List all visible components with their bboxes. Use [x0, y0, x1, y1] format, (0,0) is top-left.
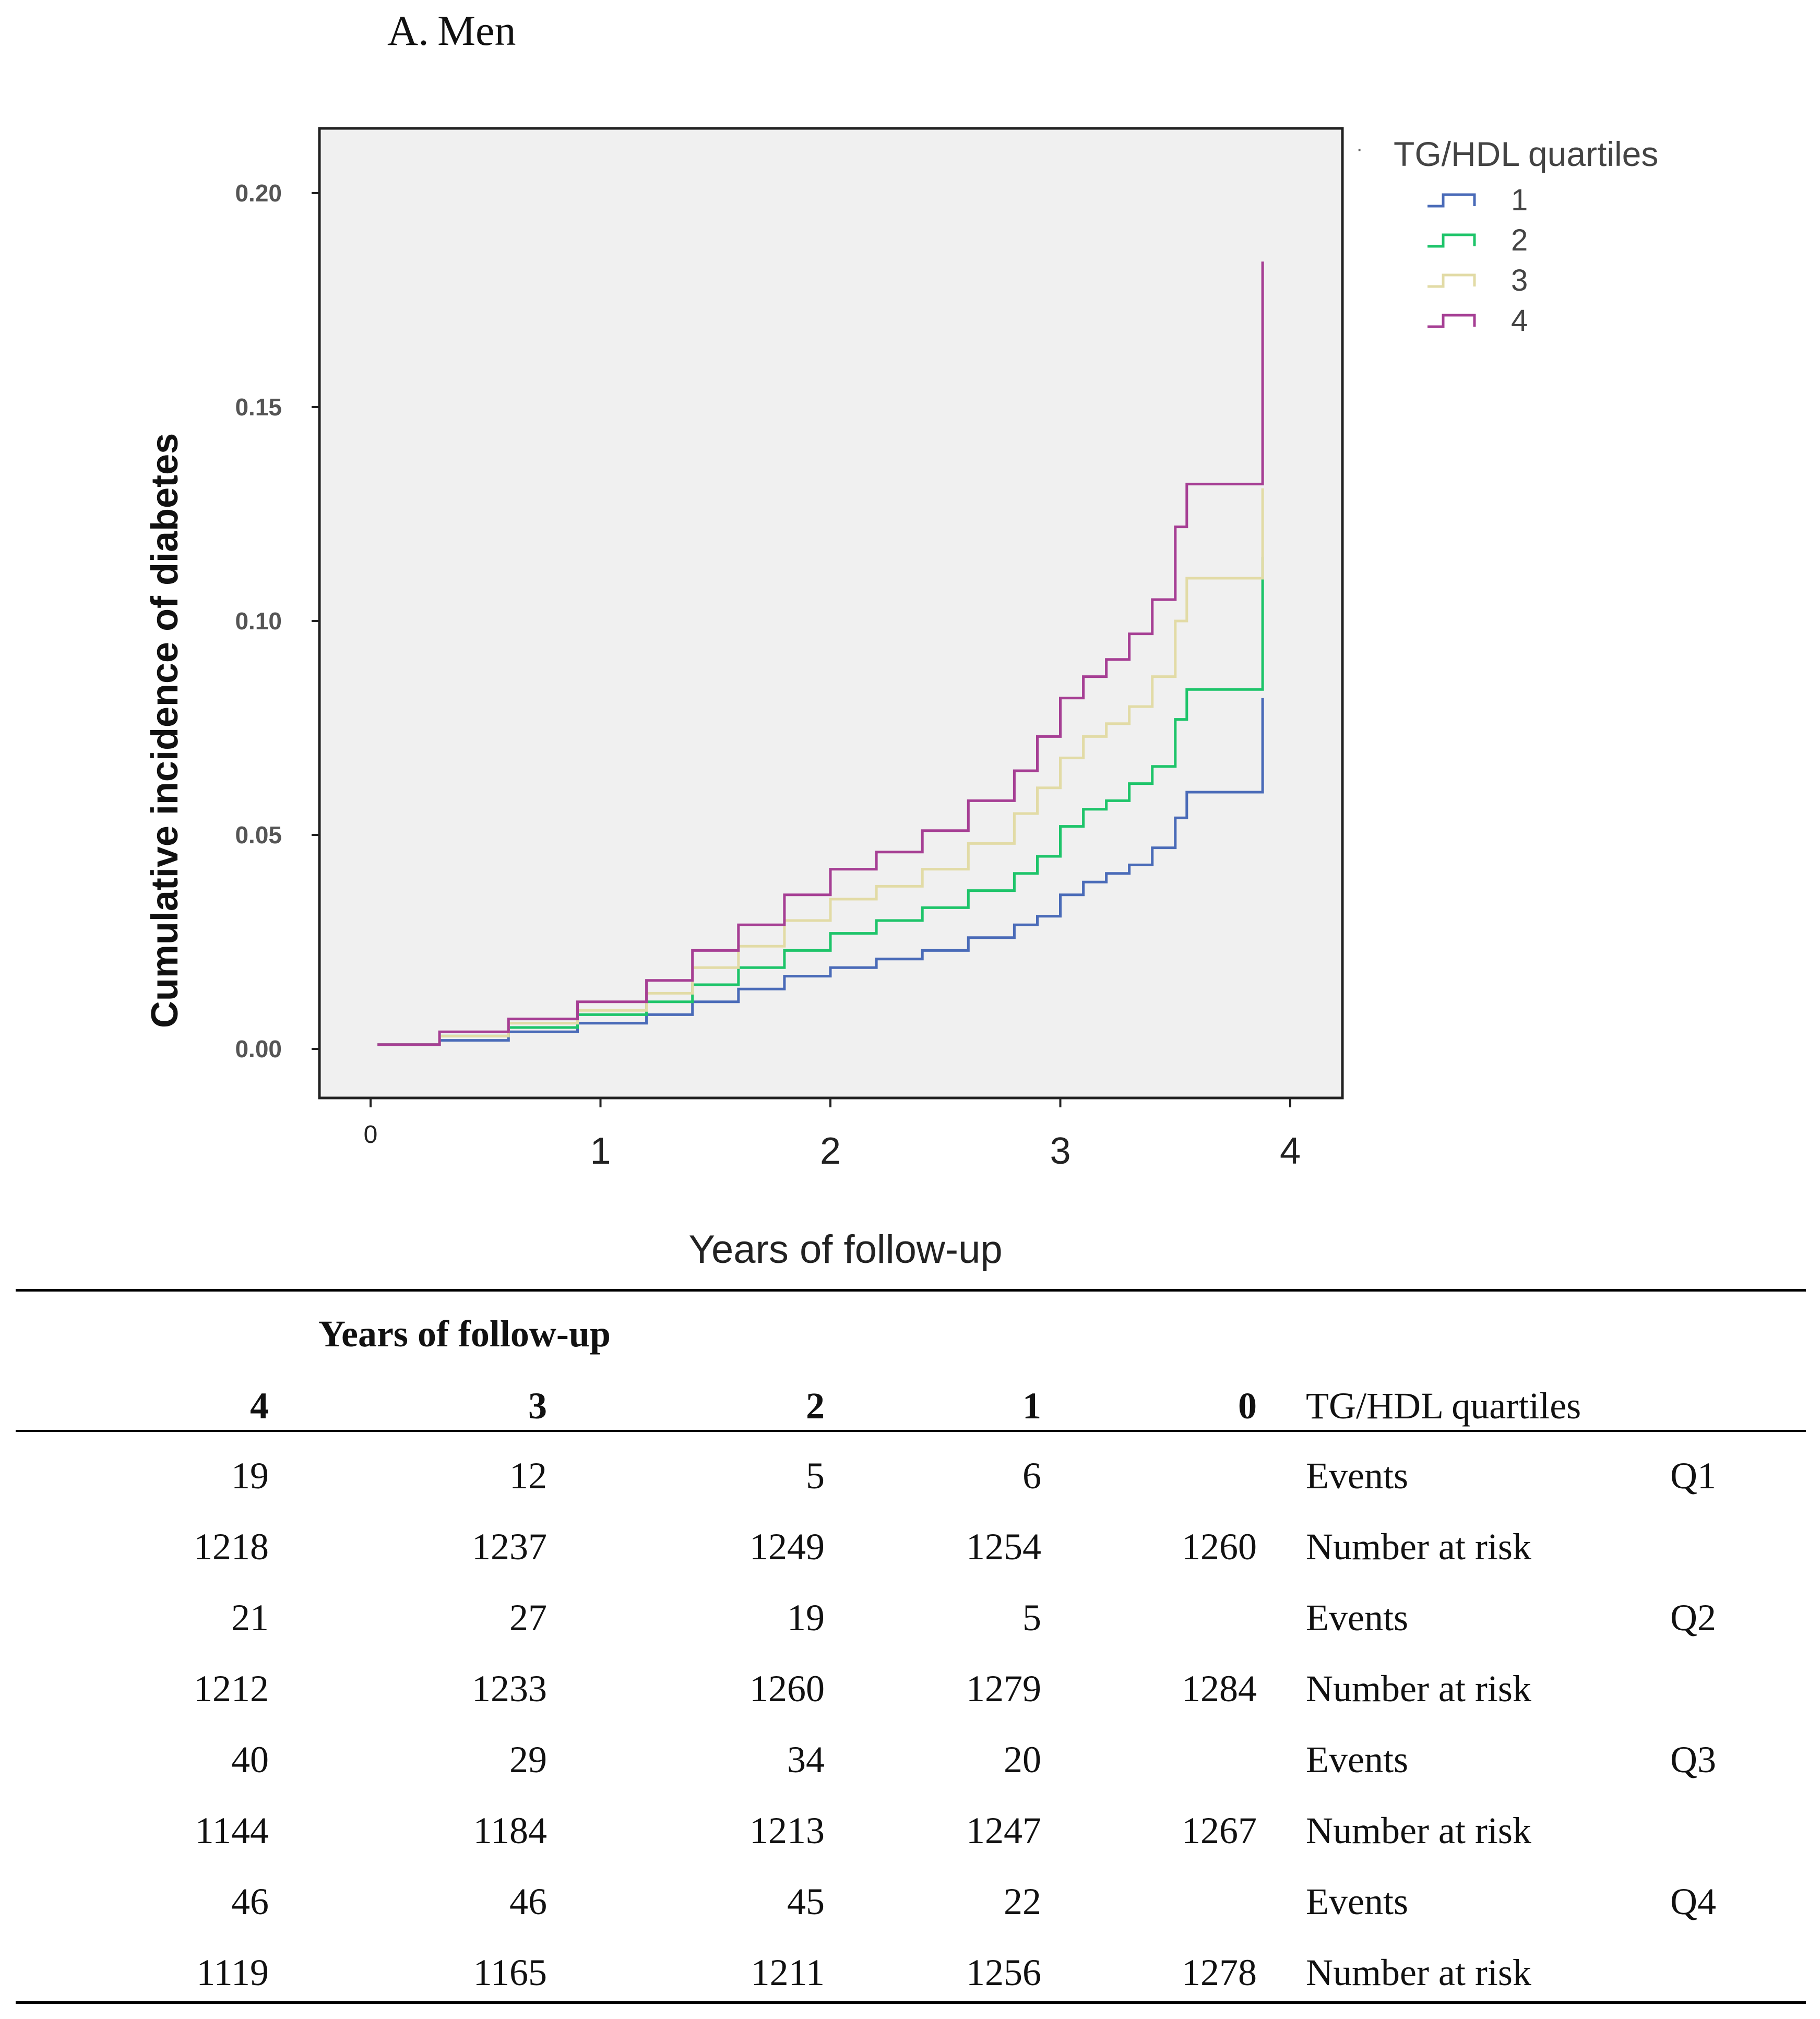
table-header-rule: [16, 1430, 1806, 1432]
legend-label-3: 3: [1511, 264, 1528, 297]
table-cell: 1218: [194, 1526, 269, 1568]
row-group: Q4: [1670, 1881, 1716, 1922]
column-header: 1: [1022, 1385, 1041, 1427]
table-cell: 1211: [751, 1952, 825, 1993]
table-bottom-rule: [16, 2001, 1806, 2004]
y-tick-label: 0.05: [235, 821, 282, 849]
table-cell: 1279: [966, 1668, 1041, 1710]
table-cell: 1119: [196, 1952, 269, 1993]
legend-marker: ·: [1356, 137, 1363, 160]
table-top-rule: [16, 1289, 1806, 1292]
row-label: Number at risk: [1306, 1668, 1531, 1710]
table-cell: 1233: [472, 1668, 547, 1710]
series-lines: [377, 261, 1264, 1046]
risk-table-title: Years of follow-up: [318, 1313, 611, 1355]
table-cell: 1260: [1182, 1526, 1257, 1568]
y-tick-label: 0.00: [235, 1035, 282, 1062]
table-cell: 21: [231, 1597, 269, 1639]
y-axis-label: Cumulative incidence of diabetes: [144, 433, 186, 1028]
table-cell: 1247: [966, 1810, 1041, 1851]
table-cell: 45: [787, 1881, 825, 1922]
series-line-3: [377, 488, 1264, 1046]
column-header: 4: [250, 1385, 269, 1427]
label-column-header: TG/HDL quartiles: [1306, 1385, 1581, 1427]
table-cell: 1184: [473, 1810, 547, 1851]
row-label: Number at risk: [1306, 1810, 1531, 1851]
table-cell: 1213: [750, 1810, 825, 1851]
x-tick-label: 2: [820, 1130, 841, 1172]
row-group: Q1: [1670, 1455, 1716, 1497]
table-cell: 29: [509, 1739, 547, 1781]
row-group: Q2: [1670, 1597, 1716, 1639]
legend: 1 2 3 4: [1428, 183, 1528, 338]
x-tick-label: 3: [1050, 1130, 1070, 1172]
table-cell: 20: [1004, 1739, 1041, 1781]
legend-label-1: 1: [1511, 183, 1528, 217]
column-header: 0: [1238, 1385, 1257, 1427]
row-label: Number at risk: [1306, 1952, 1531, 1993]
table-cell: 5: [806, 1455, 825, 1497]
table-cell: 1237: [472, 1526, 547, 1568]
x-tick-label: 1: [590, 1130, 611, 1172]
km-chart: 0.00 0.05 0.10 0.15 0.20 0 1 2 3 4 Cumulative in…: [144, 127, 1658, 1272]
table-cell: 27: [509, 1597, 547, 1639]
row-label: Number at risk: [1306, 1526, 1531, 1568]
table-cell: 1144: [195, 1810, 269, 1851]
table-cell: 1256: [966, 1952, 1041, 1993]
table-cell: 6: [1022, 1455, 1041, 1497]
series-line-4: [377, 261, 1264, 1046]
series-line-1: [377, 698, 1264, 1046]
y-tick-label: 0.10: [235, 607, 282, 635]
legend-swatch-4: [1428, 314, 1476, 328]
table-cell: 1278: [1182, 1952, 1257, 1993]
y-tick-label: 0.20: [235, 180, 282, 207]
row-label: Events: [1306, 1455, 1408, 1497]
x-axis-label: Years of follow-up: [688, 1227, 1002, 1272]
table-cell: 1260: [750, 1668, 825, 1710]
table-cell: 5: [1022, 1597, 1041, 1639]
table-cell: 19: [787, 1597, 825, 1639]
legend-label-4: 4: [1511, 304, 1528, 338]
plot-background: [318, 127, 1344, 1100]
row-label: Events: [1306, 1597, 1408, 1639]
y-axis: 0.00 0.05 0.10 0.15 0.20: [235, 180, 319, 1062]
legend-swatch-2: [1428, 233, 1476, 248]
table-cell: 40: [231, 1739, 269, 1781]
table-cell: 1284: [1182, 1668, 1257, 1710]
table-cell: 19: [231, 1455, 269, 1497]
column-header: 2: [806, 1385, 825, 1427]
x-tick-label: 4: [1280, 1130, 1301, 1172]
row-label: Events: [1306, 1881, 1408, 1922]
table-cell: 1212: [194, 1668, 269, 1710]
table-cell: 46: [231, 1881, 269, 1922]
legend-title: TG/HDL quartiles: [1394, 135, 1658, 173]
table-cell: 1254: [966, 1526, 1041, 1568]
x-axis: 0 1 2 3 4: [364, 1098, 1301, 1172]
series-line-2: [377, 557, 1264, 1046]
row-label: Events: [1306, 1739, 1408, 1781]
row-group: Q3: [1670, 1739, 1716, 1781]
legend-label-2: 2: [1511, 223, 1528, 257]
legend-swatch-1: [1428, 193, 1476, 208]
legend-swatch-3: [1428, 273, 1476, 288]
table-cell: 1267: [1182, 1810, 1257, 1851]
table-cell: 12: [509, 1455, 547, 1497]
y-tick-label: 0.15: [235, 393, 282, 421]
column-header: 3: [528, 1385, 547, 1427]
table-cell: 22: [1004, 1881, 1041, 1922]
x-tick-label: 0: [364, 1121, 378, 1149]
table-cell: 1165: [473, 1952, 547, 1993]
table-cell: 1249: [750, 1526, 825, 1568]
panel-title: A. Men: [387, 7, 516, 54]
table-cell: 46: [509, 1881, 547, 1922]
table-cell: 34: [787, 1739, 825, 1781]
